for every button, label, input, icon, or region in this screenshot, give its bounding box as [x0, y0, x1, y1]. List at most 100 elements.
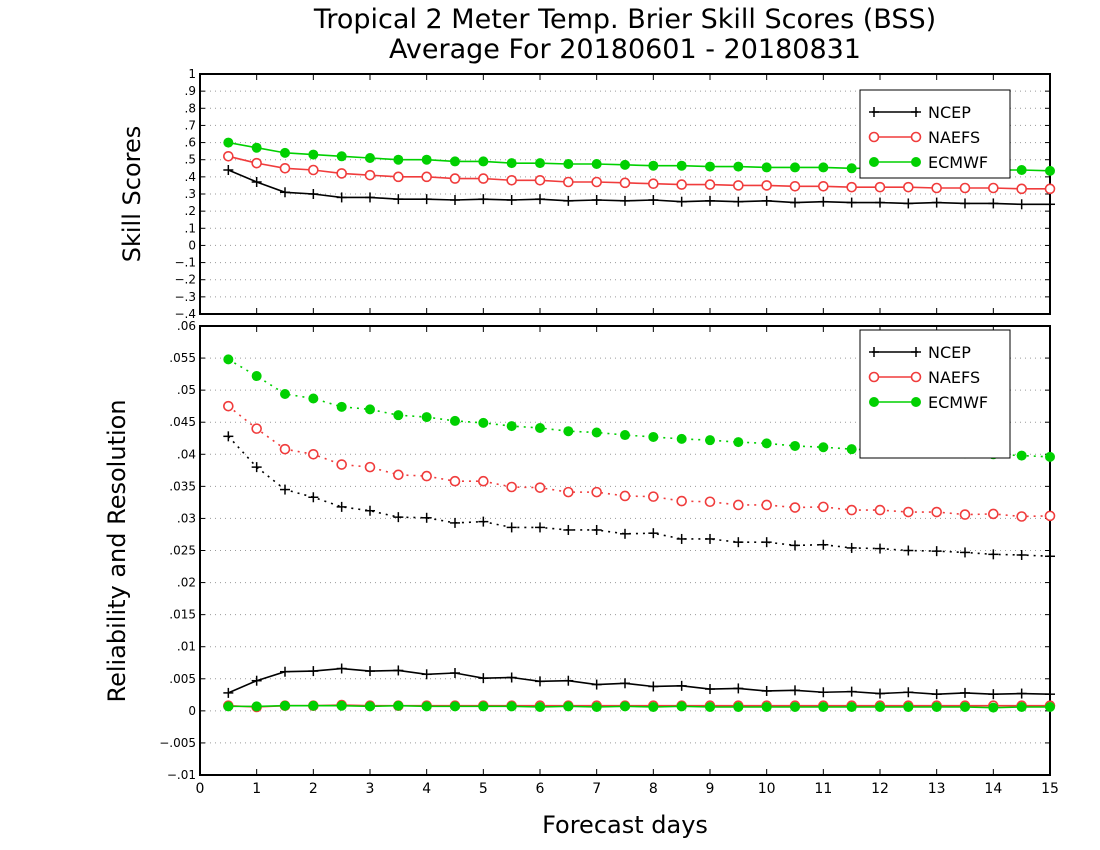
data-point [421, 470, 432, 482]
data-point [648, 528, 659, 539]
data-point [761, 499, 772, 511]
data-point [336, 401, 347, 412]
data-point [705, 702, 715, 713]
data-point [931, 546, 942, 557]
data-point [818, 702, 829, 713]
data-point [478, 156, 489, 167]
y-tick-label: 0 [188, 704, 196, 718]
data-point [676, 160, 687, 171]
data-point [421, 669, 432, 680]
data-point [620, 678, 630, 689]
x-tick-label: 2 [309, 781, 318, 797]
y-axis-label: Skill Scores [118, 126, 146, 263]
data-point [478, 173, 489, 184]
x-tick-label: 10 [758, 781, 776, 797]
data-point [988, 508, 999, 520]
legend-marker [911, 347, 921, 357]
data-point [960, 198, 970, 209]
data-point [648, 702, 659, 713]
data-point [393, 154, 404, 165]
data-point [733, 161, 744, 172]
legend-marker [868, 131, 880, 143]
data-point [818, 501, 829, 513]
x-tick-label: 6 [536, 781, 545, 797]
data-point [1016, 183, 1027, 195]
x-tick-label: 8 [649, 781, 658, 797]
data-point [875, 702, 885, 713]
data-point [761, 537, 772, 548]
data-point [818, 687, 829, 698]
y-tick-label: .015 [169, 608, 196, 622]
data-point [1045, 451, 1055, 462]
data-point [676, 533, 687, 544]
data-point [705, 435, 715, 446]
plot-frame [199, 325, 1051, 776]
data-point [535, 522, 545, 533]
data-point [534, 174, 546, 186]
y-tick-label: −.2 [174, 273, 196, 287]
data-point [931, 702, 942, 713]
data-point [676, 680, 687, 691]
data-point [988, 702, 999, 713]
data-point [591, 176, 602, 188]
y-tick-label: .1 [185, 221, 196, 235]
data-point [733, 702, 744, 713]
legend-marker [869, 157, 879, 167]
data-point [450, 195, 460, 205]
y-tick-label: .035 [169, 479, 196, 493]
series-ncep-dotted [223, 431, 1055, 562]
data-point [619, 177, 631, 189]
data-point [251, 177, 262, 187]
data-point [223, 687, 234, 698]
data-point [421, 412, 432, 423]
y-tick-label: −.1 [174, 256, 196, 270]
data-point [450, 156, 460, 167]
data-point [1044, 183, 1056, 195]
data-point [1016, 702, 1027, 713]
data-point [676, 701, 687, 712]
data-point [251, 142, 262, 153]
data-point [648, 431, 659, 442]
legend-marker [869, 107, 879, 117]
data-point [705, 195, 715, 206]
data-point [421, 171, 432, 183]
x-tick-label: 3 [366, 781, 375, 797]
data-point [251, 675, 262, 686]
legend-label: NAEFS [928, 128, 980, 147]
x-tick-label: 9 [706, 781, 715, 797]
data-point [903, 702, 914, 713]
data-point [421, 194, 432, 205]
data-point [789, 502, 801, 513]
data-point [1044, 510, 1056, 522]
data-point [818, 162, 829, 173]
data-point [1016, 688, 1027, 699]
data-point [931, 182, 942, 194]
data-point [506, 158, 517, 169]
reliability-resolution-panel: −.01 −.005 0 .005 .01 .015 .02 .025 .03 .035 .04 .0… [103, 319, 1059, 797]
data-point [336, 192, 347, 203]
data-point [223, 431, 234, 442]
data-point [450, 415, 460, 426]
data-point [931, 689, 942, 700]
data-point [251, 423, 262, 434]
y-tick-label: 1 [188, 67, 196, 81]
data-point [705, 161, 715, 172]
series-naefs-solid [223, 150, 1056, 195]
y-tick-label: −.3 [174, 290, 196, 304]
data-point [535, 158, 545, 169]
data-point [761, 162, 772, 173]
data-point [535, 194, 545, 205]
data-point [535, 702, 545, 713]
data-point [846, 504, 857, 516]
data-point [364, 461, 376, 473]
data-point [648, 491, 659, 502]
data-point [874, 504, 886, 516]
x-tick-label: 1 [252, 781, 261, 797]
data-point [421, 512, 432, 523]
data-point [648, 195, 659, 205]
data-point [251, 701, 262, 712]
series-ecmwf-solid [223, 700, 1055, 713]
data-point [960, 687, 970, 698]
data-point [365, 701, 375, 712]
